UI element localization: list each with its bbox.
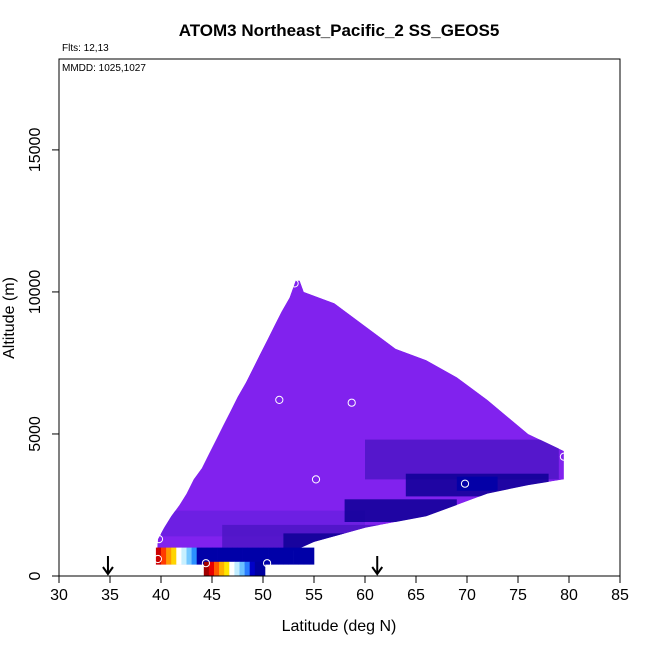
heatmap-cell [203,561,210,576]
heatmap-cell [176,547,182,565]
heatmap-cell [232,547,238,565]
heatmap-cell [219,561,225,576]
heatmap-cell [298,547,305,565]
sample-point [154,535,164,544]
heatmap-cell [161,547,167,565]
x-tick-label: 85 [611,587,629,604]
down-arrow-icon [102,556,114,576]
heatmap-cell [303,547,310,565]
sample-point [201,559,210,568]
heatmap-cell [224,561,230,576]
x-axis: 30 35 40 45 50 55 60 65 70 75 80 85 [50,576,629,604]
heatmap-cell [249,561,256,576]
heatmap-cell [252,547,259,565]
heatmap-cell [155,547,162,565]
date-note: MMDD: 1025,1027 [62,63,146,74]
plot-frame [58,58,621,577]
sample-point [263,559,272,568]
y-axis: 0 5000 10000 15000 [27,128,59,580]
down-arrow-icon [371,556,384,576]
heatmap-cell [227,547,233,565]
sample-point [559,452,569,461]
x-tick-label: 45 [203,587,221,604]
heatmap-cell [234,561,240,576]
heatmap-cell [214,561,220,576]
x-tick-label: 70 [458,587,476,604]
heatmap-cell [247,547,254,565]
heatmap-cell-group [344,499,457,522]
heatmap-cell [268,547,274,565]
heatmap-cell [283,547,289,565]
y-tick-label: 15000 [27,128,44,173]
heatmap-cell [273,547,279,565]
heatmap-cell [206,547,213,565]
x-tick-label: 55 [305,587,323,604]
heatmap-cell-group [456,476,498,491]
x-tick-label: 60 [356,587,374,604]
heatmap-cell [186,547,192,565]
sample-point [153,554,162,564]
y-axis-label: Altitude (m) [1,277,18,359]
heatmap-cell [166,547,172,565]
x-tick-label: 50 [254,587,272,604]
x-tick-label: 35 [101,587,119,604]
sample-point [347,398,356,407]
heatmap-cell [308,547,315,565]
sample-point [460,479,470,488]
y-tick-label: 10000 [27,270,44,315]
heatmap-cell [217,547,223,565]
sample-point [311,475,321,484]
heatmap-cell [181,547,187,565]
x-tick-label: 80 [560,587,578,604]
heatmap-cell [191,547,197,565]
arrow-layer [102,556,384,576]
heatmap-cell [171,547,177,565]
flights-note: Flts: 12,13 [62,43,109,54]
heatmap-cell [222,547,228,565]
heatmap-cell [201,547,208,565]
heatmap-cell-group [365,439,559,480]
heatmap-cell [259,561,266,576]
sample-point [275,395,284,404]
sample-point [546,483,555,492]
heatmap-cell [257,547,264,565]
heatmap-cell [278,547,284,565]
x-axis-label: Latitude (deg N) [282,618,397,635]
heatmap-region [155,280,564,565]
heatmap-cell [254,561,261,576]
heatmap-cell [244,561,250,576]
data-layer [153,279,569,576]
y-tick-label: 0 [27,571,44,580]
heatmap-cell [239,561,245,576]
heatmap-cell [229,561,235,576]
heatmap-cell [288,547,294,565]
heatmap-cell [208,561,215,576]
x-tick-label: 40 [152,587,170,604]
heatmap-cell [293,547,299,565]
x-tick-label: 75 [509,587,527,604]
heatmap-cell [212,547,218,565]
heatmap-cell [263,547,269,565]
y-tick-label: 5000 [27,416,44,452]
heatmap-cell [242,547,248,565]
x-tick-label: 65 [407,587,425,604]
chart-title: ATOM3 Northeast_Pacific_2 SS_GEOS5 [179,21,500,40]
sample-point [290,279,299,288]
x-tick-label: 30 [50,587,68,604]
heatmap-cell [196,547,203,565]
heatmap-cell [237,547,243,565]
